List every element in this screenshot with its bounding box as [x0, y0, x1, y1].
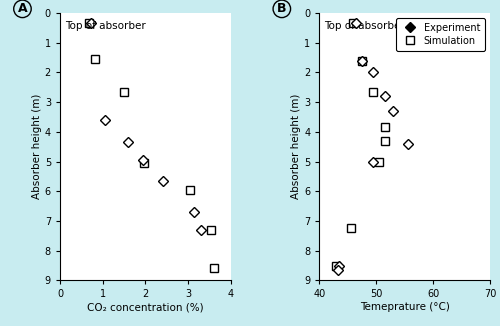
- Y-axis label: Absorber height (m): Absorber height (m): [292, 94, 302, 200]
- Text: Top of absorber: Top of absorber: [65, 21, 146, 31]
- Text: Top of absorber: Top of absorber: [324, 21, 405, 31]
- X-axis label: Temeprature (°C): Temeprature (°C): [360, 302, 450, 312]
- Y-axis label: Absorber height (m): Absorber height (m): [32, 94, 42, 200]
- X-axis label: CO₂ concentration (%): CO₂ concentration (%): [87, 302, 204, 312]
- Text: A: A: [18, 2, 28, 15]
- Legend: Experiment, Simulation: Experiment, Simulation: [396, 18, 485, 51]
- Text: B: B: [277, 2, 286, 15]
